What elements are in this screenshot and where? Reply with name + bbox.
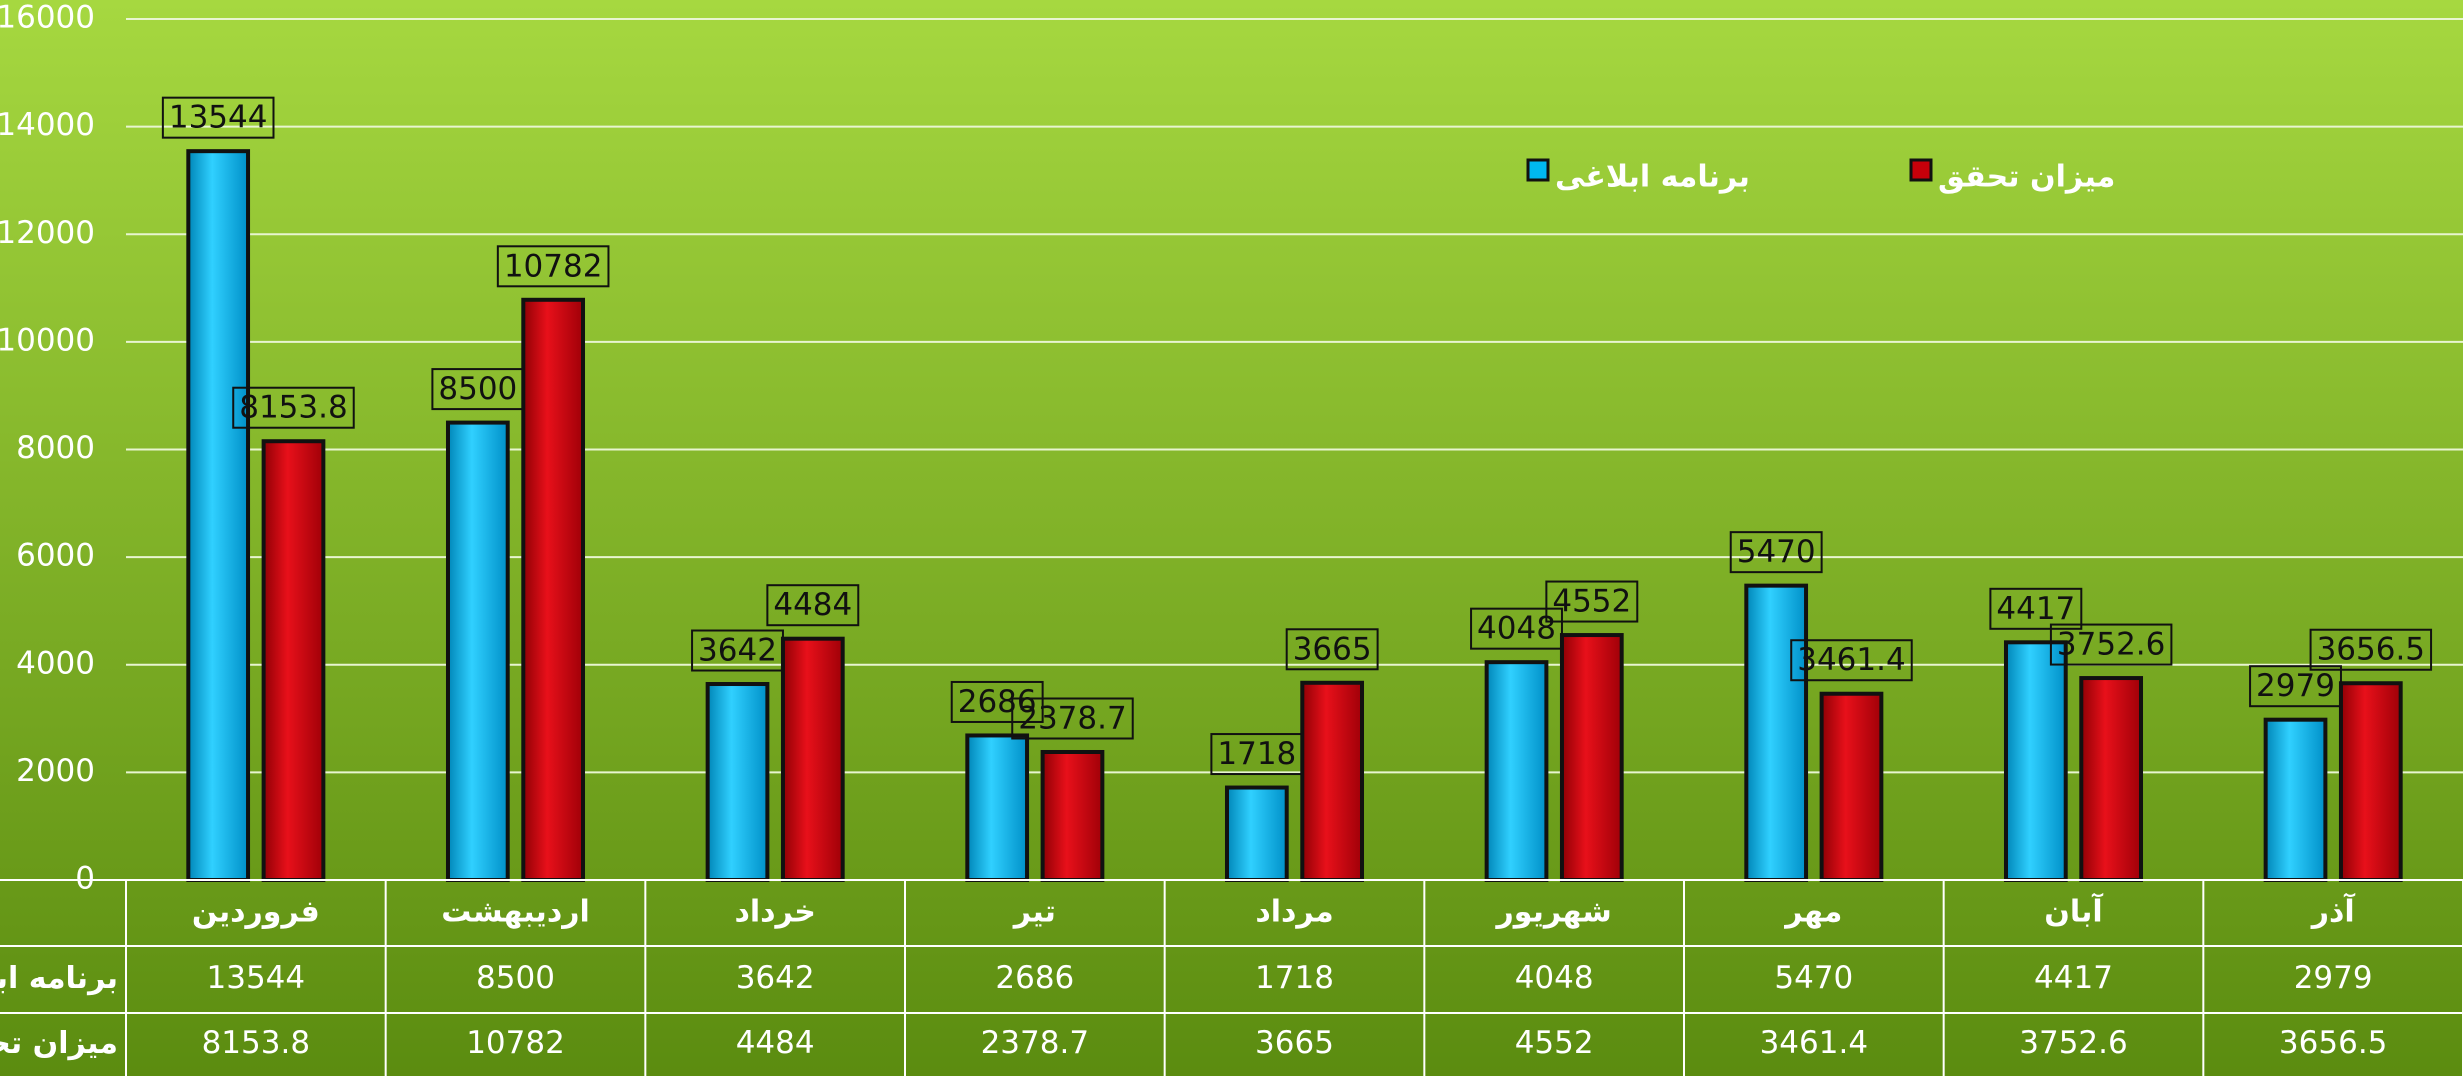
bar xyxy=(1744,583,1809,882)
category-label: آذر xyxy=(2310,893,2356,930)
table-cell: 2979 xyxy=(2294,960,2373,996)
table-cell: 13544 xyxy=(207,960,306,996)
y-tick-label: 4000 xyxy=(16,645,95,681)
data-label: 4417 xyxy=(1996,591,2075,627)
table-cell: 4484 xyxy=(736,1025,815,1061)
data-label-box xyxy=(1011,697,1134,740)
category-label: خرداد xyxy=(734,895,815,930)
y-tick-label: 6000 xyxy=(16,538,95,574)
y-tick-label: 8000 xyxy=(16,430,95,466)
data-label: 3752.6 xyxy=(2057,627,2165,663)
category-label: شهریور xyxy=(1495,895,1612,930)
data-label: 4048 xyxy=(1477,611,1556,647)
bar xyxy=(1224,785,1289,882)
data-label: 2378.7 xyxy=(1018,700,1126,736)
data-label-box xyxy=(2049,623,2173,666)
table-cell: 4552 xyxy=(1515,1025,1594,1061)
legend-marker xyxy=(1909,158,1933,182)
table-cell: 4417 xyxy=(2034,960,2113,996)
data-label: 3461.4 xyxy=(1797,642,1905,678)
bar xyxy=(1300,680,1365,882)
bar xyxy=(2338,681,2403,883)
table-cell: 1718 xyxy=(1255,960,1334,996)
data-label-box xyxy=(161,96,275,139)
y-tick-label: 10000 xyxy=(0,322,95,358)
data-label: 2686 xyxy=(958,684,1037,720)
category-label: آبان xyxy=(2044,893,2103,930)
table-cell: 2378.7 xyxy=(981,1025,1089,1061)
table-row-header: برنامه ابلاغی xyxy=(0,961,118,996)
bar xyxy=(1040,749,1105,883)
category-label: تیر xyxy=(1012,895,1056,930)
data-label: 3656.5 xyxy=(2317,632,2425,668)
data-label-box xyxy=(1729,531,1823,574)
category-label: مهر xyxy=(1783,895,1842,930)
table-cell: 3665 xyxy=(1255,1025,1334,1061)
bar xyxy=(1484,660,1549,882)
bar xyxy=(2003,640,2068,882)
legend-label: میزان تحقق xyxy=(1938,160,2115,195)
data-label-box xyxy=(1545,580,1639,623)
y-tick-label: 14000 xyxy=(0,107,95,143)
data-label-box xyxy=(1470,607,1563,650)
data-label: 8153.8 xyxy=(239,390,347,426)
bar xyxy=(2263,717,2328,882)
bar xyxy=(261,439,326,882)
y-tick-label: 0 xyxy=(75,861,95,897)
data-label: 13544 xyxy=(169,100,268,136)
y-tick-label: 16000 xyxy=(0,0,95,36)
legend-marker xyxy=(1526,158,1550,182)
category-label: فروردین xyxy=(192,895,320,930)
bar xyxy=(965,733,1030,882)
data-label: 3665 xyxy=(1293,631,1372,667)
data-label: 3642 xyxy=(698,633,777,669)
data-label: 2979 xyxy=(2256,668,2335,704)
table-cell: 2686 xyxy=(995,960,1074,996)
data-label-box xyxy=(2309,628,2433,671)
y-tick-label: 2000 xyxy=(16,753,95,789)
table-cell: 3752.6 xyxy=(2019,1025,2127,1061)
data-label-box xyxy=(232,386,355,429)
table-cell: 8153.8 xyxy=(202,1025,310,1061)
bar xyxy=(521,297,586,882)
table-row-header: میزان تحقق xyxy=(0,1026,118,1061)
data-label-box xyxy=(1285,628,1379,671)
table-cell: 3461.4 xyxy=(1760,1025,1868,1061)
data-label-box xyxy=(496,245,610,288)
category-label: اردیبهشت xyxy=(441,895,590,930)
table-cell: 4048 xyxy=(1515,960,1594,996)
category-label: مرداد xyxy=(1255,895,1333,930)
bar xyxy=(2079,676,2144,883)
data-label: 4552 xyxy=(1552,584,1631,620)
data-label: 8500 xyxy=(438,371,517,407)
bar xyxy=(186,149,251,882)
data-label: 5470 xyxy=(1737,534,1816,570)
table-cell: 5470 xyxy=(1774,960,1853,996)
table-cell: 8500 xyxy=(476,960,555,996)
data-label-box xyxy=(1790,639,1913,682)
data-label: 1718 xyxy=(1217,736,1296,772)
table-cell: 3656.5 xyxy=(2279,1025,2387,1061)
table-cell: 10782 xyxy=(466,1025,565,1061)
legend-label: برنامه ابلاغی xyxy=(1555,160,1750,195)
bar xyxy=(1819,691,1884,882)
data-label-box xyxy=(1989,587,2083,630)
data-label-box xyxy=(766,584,860,627)
data-label: 10782 xyxy=(504,248,603,284)
y-tick-label: 12000 xyxy=(0,215,95,251)
bar xyxy=(1559,633,1624,882)
bar xyxy=(445,420,510,882)
data-label-box xyxy=(950,680,1044,723)
data-label: 4484 xyxy=(773,587,852,623)
table-cell: 3642 xyxy=(736,960,815,996)
bar xyxy=(705,682,770,883)
bar xyxy=(780,636,845,883)
